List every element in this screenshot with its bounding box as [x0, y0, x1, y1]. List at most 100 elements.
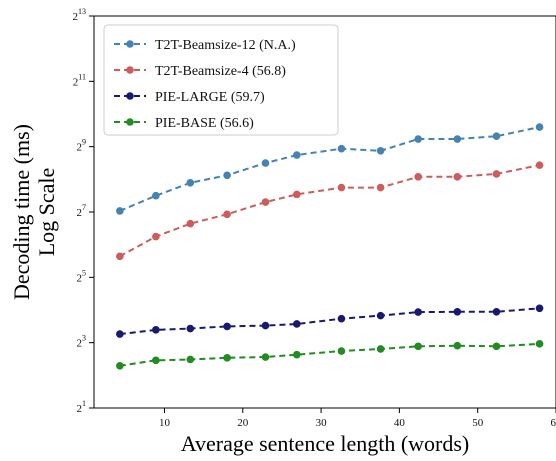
x-axis-ticks: 10 20 30 40 50 60 — [159, 408, 556, 429]
data-point — [453, 341, 462, 350]
y-tick-base: 2 — [77, 272, 83, 284]
y-tick-label: 29 — [77, 138, 87, 154]
data-point — [261, 198, 270, 206]
series-line — [119, 307, 540, 336]
data-point — [186, 178, 195, 187]
series-line — [119, 164, 540, 258]
data-point — [535, 123, 544, 131]
data-point — [492, 308, 501, 316]
series-0 — [116, 123, 544, 215]
data-point — [414, 342, 422, 351]
x-tick-label: 20 — [237, 417, 249, 429]
data-point — [492, 170, 501, 178]
legend-box — [103, 24, 339, 136]
y-tick-exponent: 11 — [78, 72, 86, 81]
data-point — [293, 320, 301, 328]
legend-label: T2T-Beamsize-4 (56.8) — [155, 64, 286, 79]
data-point — [261, 321, 270, 330]
y-tick-exponent: 1 — [82, 399, 86, 408]
data-point — [223, 354, 231, 362]
y-tick-exponent: 7 — [82, 203, 86, 212]
legend-marker — [126, 66, 134, 74]
y-tick-base: 2 — [73, 11, 79, 23]
data-point — [453, 308, 462, 316]
y-tick-base: 2 — [77, 142, 83, 154]
legend-marker — [126, 118, 134, 126]
data-point — [116, 361, 124, 370]
legend-marker — [126, 92, 134, 100]
y-tick-base: 2 — [77, 207, 83, 219]
data-point — [376, 345, 385, 353]
legend: T2T-Beamsize-12 (N.A.) T2T-Beamsize-4 (56… — [103, 24, 339, 136]
legend-entry: T2T-Beamsize-4 (56.8) — [114, 64, 286, 79]
data-point — [116, 207, 124, 215]
data-point — [535, 161, 544, 169]
legend-label: PIE-LARGE (59.7) — [155, 90, 265, 105]
legend-entries: T2T-Beamsize-12 (N.A.) T2T-Beamsize-4 (56… — [114, 38, 296, 131]
series-line — [119, 342, 540, 367]
data-point — [376, 183, 385, 192]
data-point — [152, 232, 160, 241]
x-tick-label: 60 — [551, 417, 556, 429]
legend-marker — [126, 40, 134, 48]
data-point — [223, 171, 231, 180]
y-axis-label-line-1: Decoding time (ms) — [9, 124, 34, 300]
data-point — [261, 159, 270, 167]
y-tick-label: 25 — [77, 268, 87, 284]
data-point — [152, 326, 160, 334]
y-tick-label: 27 — [77, 203, 87, 219]
series-3 — [116, 340, 544, 370]
series-1 — [116, 161, 544, 261]
legend-label: PIE-BASE (56.6) — [155, 116, 254, 131]
y-tick-base: 2 — [77, 403, 83, 415]
legend-entry: PIE-LARGE (59.7) — [114, 90, 265, 105]
data-point — [492, 342, 501, 351]
data-point — [535, 304, 544, 313]
data-point — [116, 252, 124, 261]
data-point — [116, 330, 124, 338]
data-point — [293, 350, 301, 359]
data-point — [186, 355, 195, 364]
series-2 — [116, 304, 544, 338]
data-point — [223, 210, 231, 219]
y-tick-exponent: 5 — [82, 268, 86, 277]
x-tick-label: 40 — [394, 417, 406, 429]
data-point — [453, 135, 462, 143]
legend-entry: PIE-BASE (56.6) — [114, 116, 254, 131]
y-tick-label: 23 — [77, 334, 87, 350]
data-point — [414, 308, 422, 316]
x-axis-label: Average sentence length (words) — [181, 431, 470, 456]
x-tick-label: 10 — [159, 417, 171, 429]
y-tick-exponent: 9 — [82, 138, 86, 147]
y-tick-exponent: 13 — [78, 7, 86, 16]
y-tick-base: 2 — [73, 76, 79, 88]
legend-label: T2T-Beamsize-12 (N.A.) — [155, 38, 296, 53]
data-point — [376, 147, 385, 155]
data-point — [186, 219, 195, 228]
x-tick-label: 30 — [316, 417, 328, 429]
data-point — [293, 190, 301, 199]
series-layer — [116, 123, 544, 370]
y-tick-label: 211 — [73, 72, 86, 88]
data-point — [414, 135, 422, 143]
y-tick-exponent: 3 — [82, 334, 86, 343]
data-point — [261, 353, 270, 361]
x-tick-label: 50 — [472, 417, 484, 429]
y-tick-label: 21 — [77, 399, 87, 415]
legend-entry: T2T-Beamsize-12 (N.A.) — [114, 38, 296, 53]
data-point — [152, 191, 160, 200]
data-point — [337, 144, 346, 153]
data-point — [223, 322, 231, 331]
data-point — [152, 356, 160, 365]
data-point — [337, 314, 346, 323]
data-point — [453, 173, 462, 181]
data-point — [492, 132, 501, 141]
data-point — [337, 347, 346, 355]
y-axis-label-line-2: Log Scale — [34, 168, 59, 257]
data-point — [337, 183, 346, 192]
data-point — [376, 311, 385, 320]
series-line — [119, 126, 540, 212]
y-tick-base: 2 — [77, 338, 83, 350]
data-point — [293, 151, 301, 159]
